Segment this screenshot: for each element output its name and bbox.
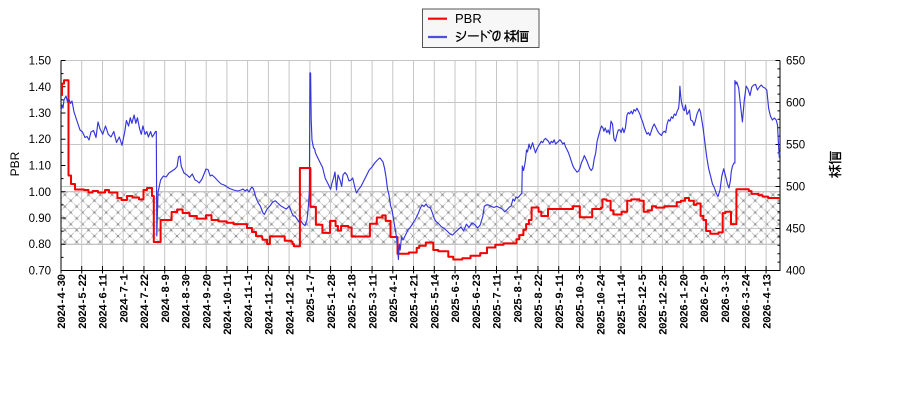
svg-text:2026-4-13: 2026-4-13	[762, 274, 774, 329]
svg-text:550: 550	[786, 140, 805, 152]
svg-text:650: 650	[786, 56, 805, 68]
svg-text:400: 400	[786, 266, 805, 278]
svg-text:450: 450	[786, 224, 805, 236]
svg-text:2024-11-22: 2024-11-22	[265, 275, 277, 336]
svg-text:PBR: PBR	[8, 151, 22, 176]
svg-text:2024-11-1: 2024-11-1	[244, 274, 256, 329]
svg-text:2024-6-11: 2024-6-11	[99, 274, 111, 329]
svg-text:500: 500	[786, 182, 805, 194]
svg-text:PBR: PBR	[455, 11, 482, 26]
svg-text:2026-3-24: 2026-3-24	[742, 274, 754, 329]
svg-text:2024-7-22: 2024-7-22	[140, 275, 152, 329]
svg-text:2025-4-21: 2025-4-21	[410, 274, 422, 329]
svg-text:1.30: 1.30	[29, 108, 51, 120]
svg-text:2025-8-1: 2025-8-1	[513, 274, 525, 323]
svg-text:1.50: 1.50	[29, 56, 51, 68]
svg-text:2025-12-5: 2025-12-5	[638, 274, 650, 329]
svg-text:2025-5-14: 2025-5-14	[431, 274, 443, 329]
svg-text:1.40: 1.40	[29, 82, 51, 94]
svg-text:2025-1-28: 2025-1-28	[327, 274, 339, 329]
svg-text:2025-11-14: 2025-11-14	[617, 274, 629, 335]
svg-text:2025-9-11: 2025-9-11	[555, 274, 567, 329]
svg-text:2025-6-3: 2025-6-3	[451, 274, 463, 323]
svg-text:1.10: 1.10	[29, 161, 51, 173]
svg-text:2024-7-1: 2024-7-1	[119, 274, 131, 323]
svg-text:2025-2-18: 2025-2-18	[348, 274, 360, 329]
svg-text:2025-6-23: 2025-6-23	[472, 274, 484, 329]
svg-text:2024-10-11: 2024-10-11	[223, 274, 235, 335]
svg-text:2026-3-3: 2026-3-3	[721, 274, 733, 323]
svg-text:2025-7-11: 2025-7-11	[493, 274, 505, 329]
svg-text:2025-4-1: 2025-4-1	[389, 274, 401, 323]
svg-text:2026-1-20: 2026-1-20	[679, 275, 691, 329]
svg-text:2025-3-11: 2025-3-11	[368, 274, 380, 329]
svg-text:2024-8-30: 2024-8-30	[182, 275, 194, 329]
svg-text:1.20: 1.20	[29, 134, 51, 146]
svg-text:2024-9-20: 2024-9-20	[202, 275, 214, 329]
svg-text:2026-2-9: 2026-2-9	[700, 275, 712, 323]
svg-text:0.70: 0.70	[29, 266, 51, 278]
svg-text:1.00: 1.00	[29, 187, 51, 199]
svg-text:2025-10-24: 2025-10-24	[596, 274, 608, 335]
svg-text:2024-12-12: 2024-12-12	[285, 275, 297, 336]
svg-text:2025-10-3: 2025-10-3	[576, 274, 588, 329]
svg-text:2024-4-30: 2024-4-30	[57, 275, 69, 329]
svg-text:2025-8-22: 2025-8-22	[534, 275, 546, 329]
svg-text:2024-8-9: 2024-8-9	[161, 275, 173, 323]
svg-text:600: 600	[786, 98, 805, 110]
svg-text:2025-12-25: 2025-12-25	[659, 274, 671, 335]
svg-text:2024-5-22: 2024-5-22	[78, 275, 90, 329]
svg-text:2025-1-7: 2025-1-7	[306, 275, 318, 323]
svg-text:0.80: 0.80	[29, 239, 51, 251]
svg-text:0.90: 0.90	[29, 213, 51, 225]
